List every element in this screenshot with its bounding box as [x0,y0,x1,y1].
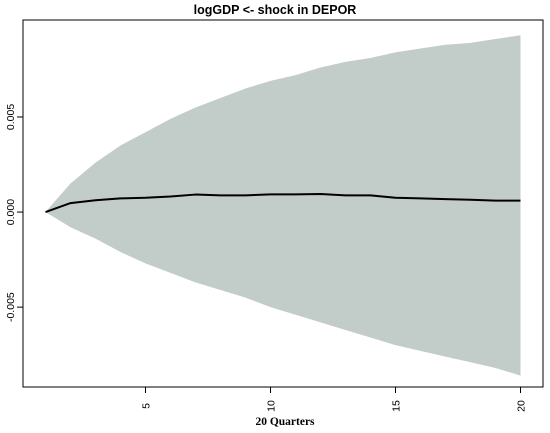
plot-area [22,19,544,388]
y-tick-label: 0.005 [5,104,17,130]
x-tick-label: 10 [266,400,278,412]
x-tick-label: 15 [391,400,403,412]
x-tick-label: 5 [141,403,153,409]
y-axis: -0.005 0.000 0.005 [5,104,24,322]
x-axis-label: 20 Quarters [255,416,315,428]
confidence-band [45,35,521,376]
x-tick-label: 20 [516,400,528,412]
x-axis: 5 10 15 20 [141,386,528,412]
y-tick-label: 0.000 [5,199,17,225]
chart-title: logGDP <- shock in DEPOR [194,3,357,17]
impulse-response-line [45,192,521,214]
y-tick-label: -0.005 [5,292,17,322]
